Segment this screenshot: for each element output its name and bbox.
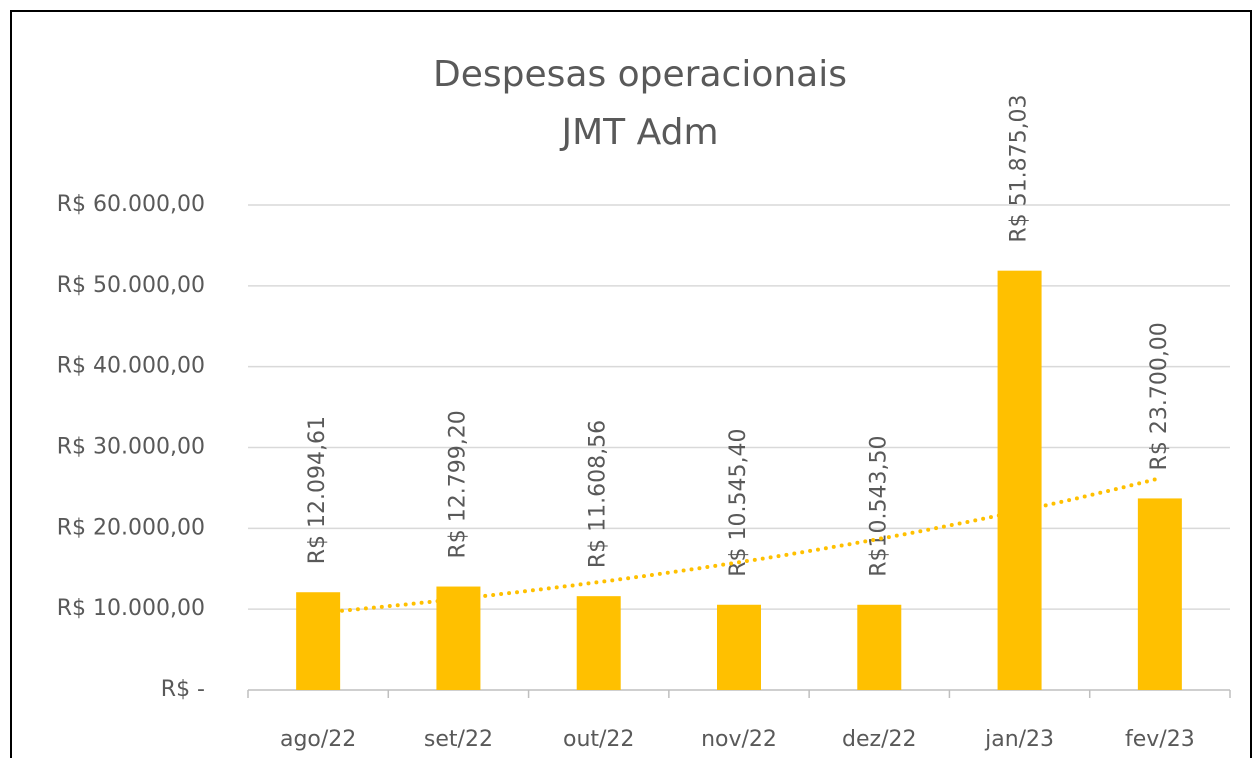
bar — [857, 604, 902, 690]
y-tick-label: R$ - — [161, 677, 205, 702]
x-tick-label: jan/23 — [984, 727, 1054, 752]
x-tick-label: ago/22 — [280, 727, 356, 752]
x-tick-label: out/22 — [563, 727, 634, 752]
x-tick-label: nov/22 — [701, 727, 777, 752]
chart-border — [10, 10, 1252, 758]
y-tick-label: R$ 50.000,00 — [57, 273, 205, 298]
data-label: R$ 12.799,20 — [445, 410, 470, 558]
data-label: R$ 23.700,00 — [1147, 322, 1172, 470]
y-tick-label: R$ 20.000,00 — [57, 515, 205, 540]
x-tick-label: dez/22 — [842, 727, 916, 752]
bar — [1137, 498, 1182, 690]
y-tick-label: R$ 40.000,00 — [57, 354, 205, 379]
trendline — [316, 476, 1162, 615]
bar — [436, 586, 481, 690]
bar — [997, 270, 1042, 690]
chart-title: Despesas operacionais — [433, 54, 847, 95]
chart-subtitle: JMT Adm — [559, 112, 718, 153]
y-tick-label: R$ 60.000,00 — [57, 192, 205, 217]
data-label: R$ 11.608,56 — [586, 420, 611, 568]
y-tick-label: R$ 30.000,00 — [57, 435, 205, 460]
bar — [576, 596, 621, 690]
y-tick-label: R$ 10.000,00 — [57, 596, 205, 621]
bar — [296, 592, 341, 690]
x-tick-label: fev/23 — [1125, 727, 1195, 752]
bar — [717, 604, 761, 690]
data-label: R$ 51.875,03 — [1007, 94, 1032, 242]
data-label: R$ 12.094,61 — [305, 416, 330, 564]
data-label: R$10.543,50 — [866, 436, 891, 577]
data-label: R$ 10.545,40 — [726, 429, 751, 577]
x-tick-label: set/22 — [424, 727, 493, 752]
